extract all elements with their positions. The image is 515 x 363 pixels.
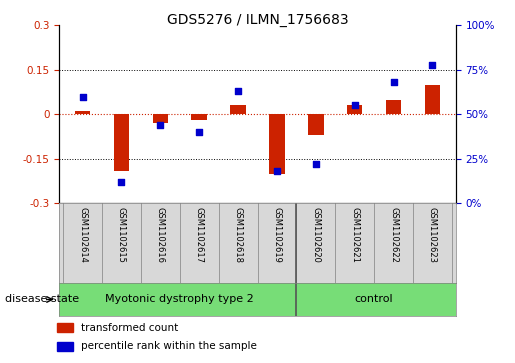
Text: GSM1102619: GSM1102619: [272, 207, 281, 263]
Point: [389, 79, 398, 85]
Bar: [57, 323, 73, 333]
Text: Myotonic dystrophy type 2: Myotonic dystrophy type 2: [106, 294, 254, 305]
Point: [78, 94, 87, 99]
Bar: [347, 105, 363, 114]
Bar: [269, 114, 285, 174]
Point: [117, 179, 126, 185]
Bar: [75, 111, 90, 114]
Text: GSM1102614: GSM1102614: [78, 207, 87, 263]
Point: [351, 102, 359, 108]
Text: GDS5276 / ILMN_1756683: GDS5276 / ILMN_1756683: [167, 13, 348, 27]
Bar: [308, 114, 323, 135]
Bar: [192, 114, 207, 120]
Bar: [57, 342, 73, 351]
Text: GSM1102617: GSM1102617: [195, 207, 204, 263]
Bar: [114, 114, 129, 171]
Text: GSM1102621: GSM1102621: [350, 207, 359, 263]
Text: control: control: [355, 294, 393, 305]
Point: [428, 62, 437, 68]
Bar: [425, 85, 440, 114]
Text: disease state: disease state: [5, 294, 79, 305]
Text: GSM1102622: GSM1102622: [389, 207, 398, 263]
Text: transformed count: transformed count: [81, 323, 178, 333]
Text: GSM1102618: GSM1102618: [234, 207, 243, 263]
Text: GSM1102615: GSM1102615: [117, 207, 126, 263]
Point: [234, 88, 242, 94]
Bar: [230, 105, 246, 114]
Text: GSM1102616: GSM1102616: [156, 207, 165, 263]
Point: [273, 168, 281, 174]
Text: GSM1102620: GSM1102620: [311, 207, 320, 263]
Bar: [386, 99, 401, 114]
Point: [312, 161, 320, 167]
Bar: [152, 114, 168, 123]
Text: percentile rank within the sample: percentile rank within the sample: [81, 342, 256, 351]
Point: [156, 122, 164, 128]
Point: [195, 129, 203, 135]
Text: GSM1102623: GSM1102623: [428, 207, 437, 263]
